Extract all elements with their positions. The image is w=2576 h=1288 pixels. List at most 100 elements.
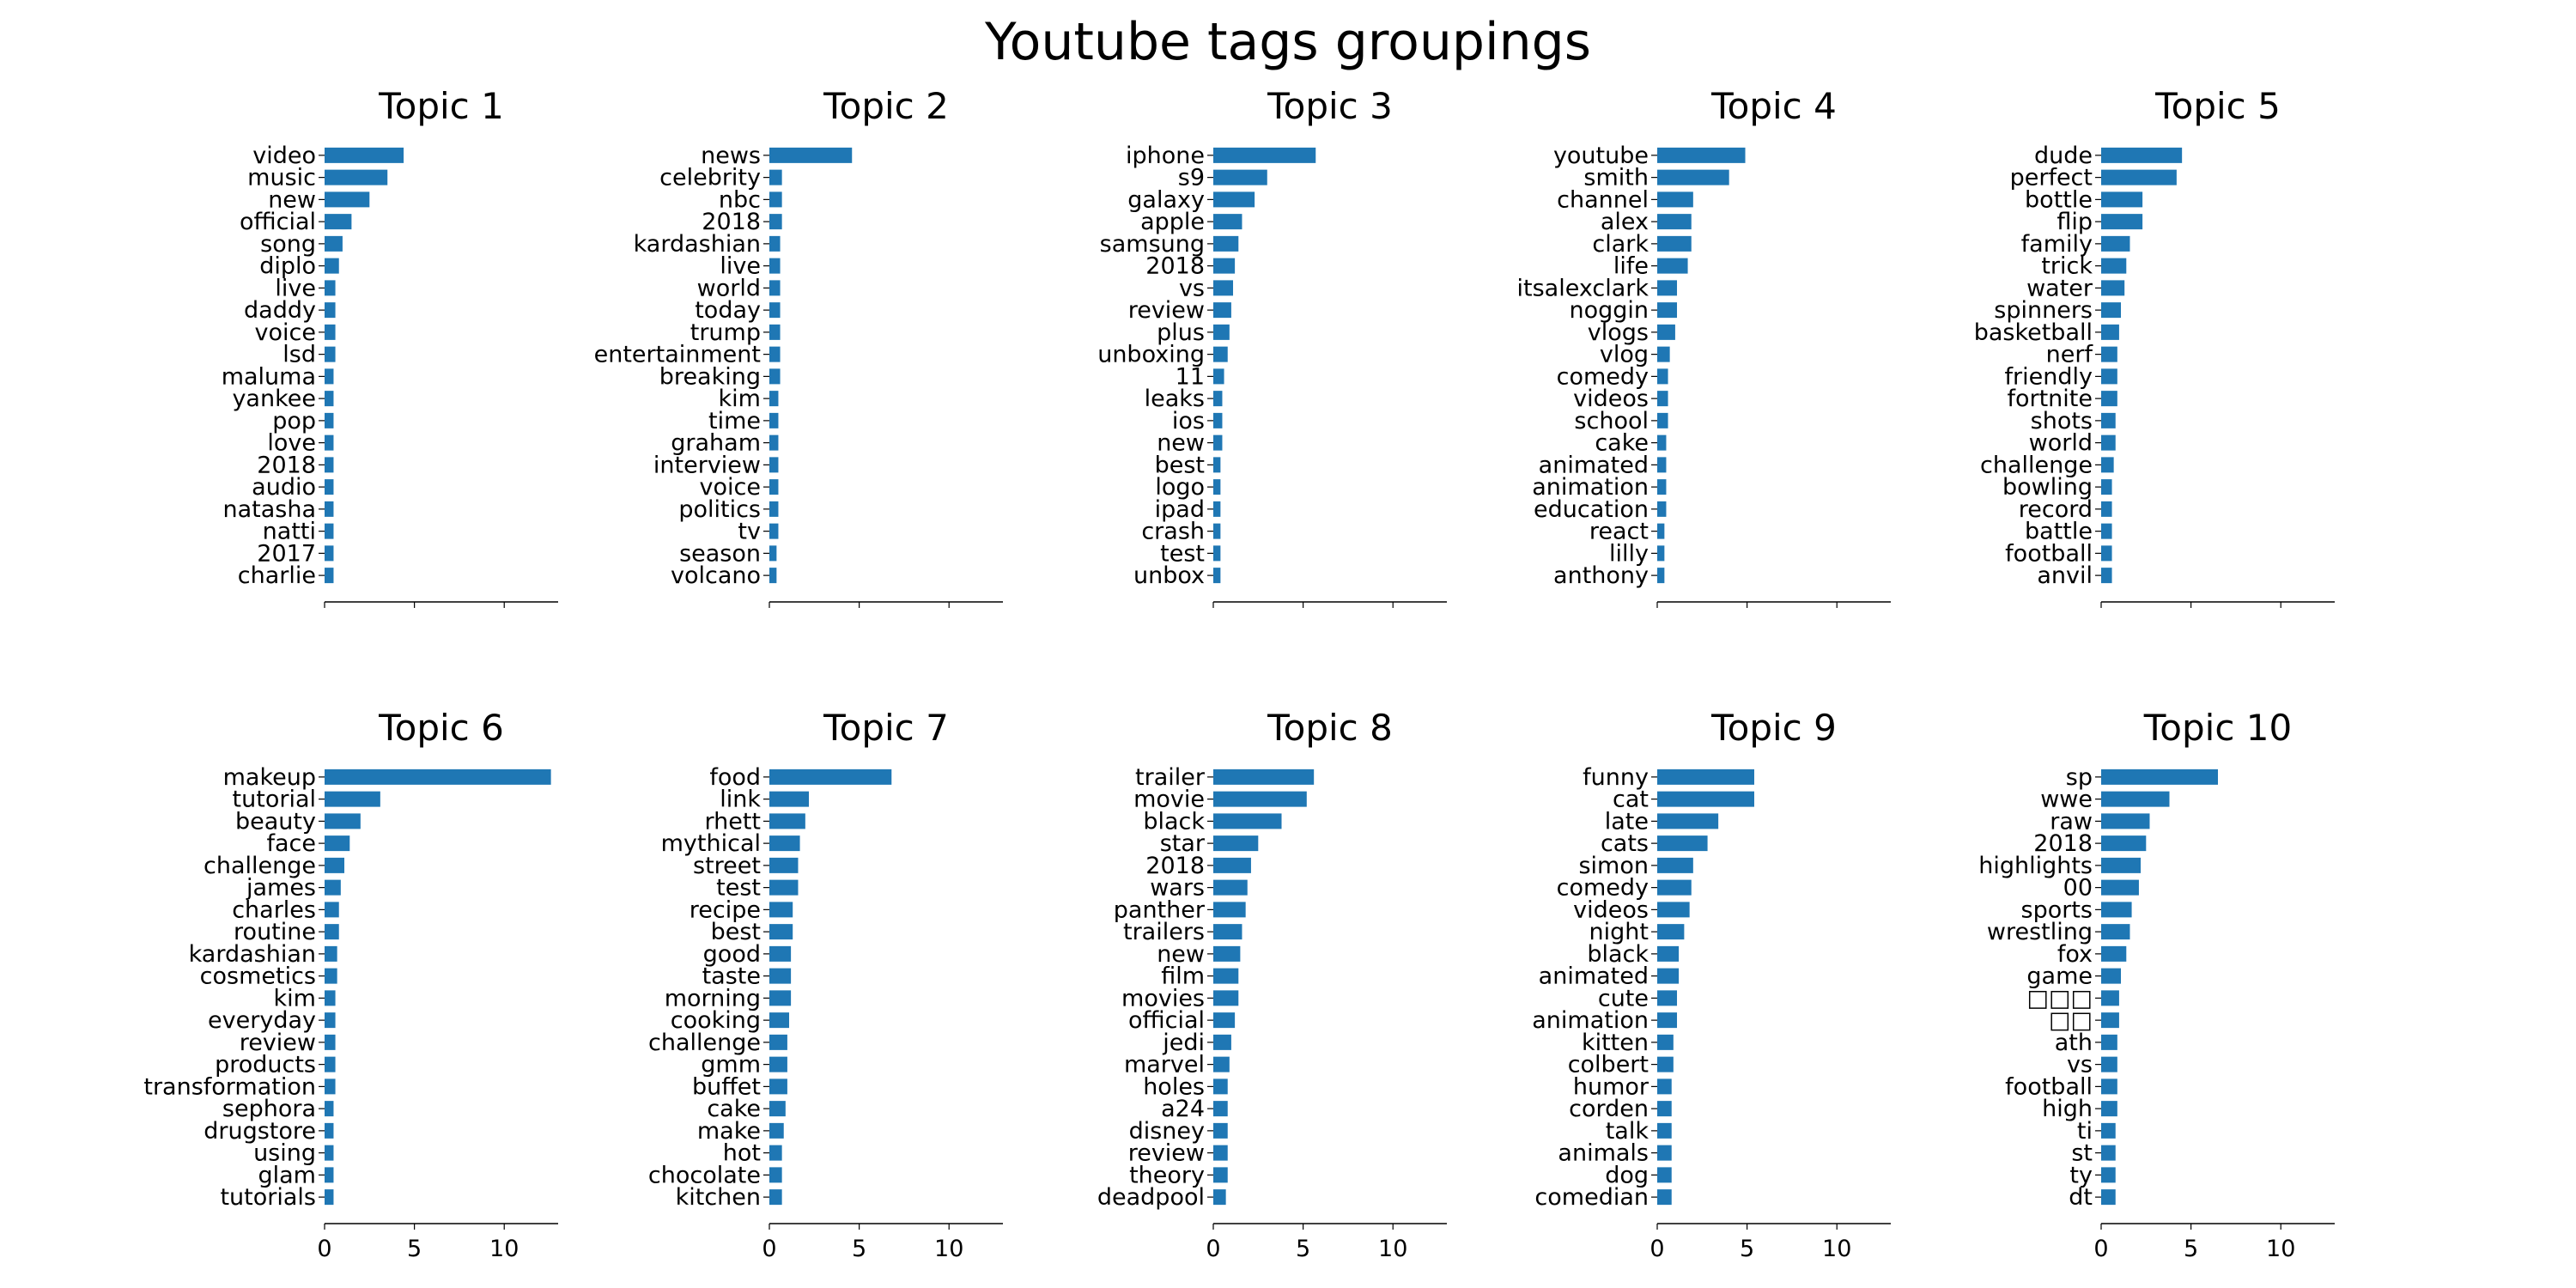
bar xyxy=(769,258,781,274)
category-label: face xyxy=(266,830,316,857)
category-label: simon xyxy=(1578,853,1649,879)
bar xyxy=(325,434,334,451)
bar xyxy=(1213,1012,1236,1029)
category-label: comedy xyxy=(1557,875,1649,902)
category-label: alex xyxy=(1601,209,1649,235)
bar xyxy=(769,434,779,451)
category-label: school xyxy=(1574,408,1649,434)
bar xyxy=(1213,1167,1228,1183)
category-label: □□□ xyxy=(2026,985,2093,1012)
category-label: kitten xyxy=(1582,1030,1649,1056)
bar xyxy=(2101,902,2132,918)
category-label: pop xyxy=(272,408,316,434)
category-label: morning xyxy=(665,985,761,1012)
category-label: celebrity xyxy=(659,165,761,191)
bar xyxy=(1657,545,1665,562)
bar xyxy=(769,191,782,208)
category-label: friendly xyxy=(2005,363,2093,390)
category-label: 2018 xyxy=(1145,853,1205,879)
bar xyxy=(2101,879,2139,896)
category-label: 2018 xyxy=(257,452,316,478)
x-tick-label: 5 xyxy=(407,1236,422,1262)
subplot-topic-7: Topic 7 foodlinkrhettmythicalstreettestre… xyxy=(648,707,1003,1262)
bar xyxy=(769,813,805,829)
category-label: noggin xyxy=(1569,297,1649,324)
x-tick-label: 0 xyxy=(2093,1236,2108,1262)
category-label: nbc xyxy=(719,186,761,213)
bar xyxy=(2101,280,2125,296)
x-tick-label: 0 xyxy=(762,1236,776,1262)
category-label: 2018 xyxy=(1145,253,1205,280)
subplot-topic-2: Topic 2 newscelebritynbc2018kardashianliv… xyxy=(594,85,1003,608)
subplot-topic-10: Topic 10 spwweraw2018highlights00sportswr… xyxy=(1978,707,2335,1262)
subplot-topic-8: Topic 8 trailermovieblackstar2018warspant… xyxy=(1097,707,1447,1262)
bar xyxy=(1213,191,1255,208)
category-label: cake xyxy=(1595,430,1649,457)
category-label: make xyxy=(697,1118,761,1145)
bar xyxy=(2101,169,2177,185)
bar xyxy=(1657,1145,1672,1161)
category-label: flip xyxy=(2057,209,2093,235)
bar xyxy=(325,835,350,852)
category-label: entertainment xyxy=(594,342,761,368)
bar xyxy=(1657,302,1678,319)
bar xyxy=(1657,523,1665,539)
category-label: animals xyxy=(1558,1140,1649,1167)
bar xyxy=(769,235,781,252)
category-label: dog xyxy=(1605,1162,1649,1188)
bar xyxy=(769,857,799,873)
bar xyxy=(1657,1189,1672,1206)
bar xyxy=(2101,368,2117,385)
category-label: maluma xyxy=(222,363,316,390)
category-label: routine xyxy=(234,919,316,945)
category-label: trailers xyxy=(1123,919,1205,945)
bar xyxy=(2101,434,2116,451)
category-label: politics xyxy=(678,496,761,523)
category-label: clark xyxy=(1592,231,1649,258)
bar xyxy=(1657,214,1692,230)
category-label: review xyxy=(1128,1140,1205,1167)
bar xyxy=(325,1167,334,1183)
bar xyxy=(2101,214,2143,230)
category-label: today xyxy=(695,297,761,324)
x-tick-label: 0 xyxy=(1206,1236,1220,1262)
category-label: panther xyxy=(1114,896,1206,923)
category-label: deadpool xyxy=(1097,1184,1205,1211)
bar xyxy=(1213,769,1315,785)
bar xyxy=(1213,457,1221,473)
bar xyxy=(2101,857,2142,873)
category-label: comedy xyxy=(1557,363,1649,390)
bar xyxy=(769,1189,782,1206)
bar xyxy=(2101,769,2218,785)
category-label: graham xyxy=(671,430,761,457)
category-label: movie xyxy=(1133,787,1205,813)
category-label: galaxy xyxy=(1127,186,1205,213)
bar xyxy=(1213,1056,1230,1072)
bar xyxy=(2101,302,2122,319)
bar xyxy=(325,368,334,385)
figure-title: Youtube tags groupings xyxy=(984,12,1592,72)
bar xyxy=(2101,1034,2117,1050)
category-label: beauty xyxy=(235,808,316,835)
category-label: daddy xyxy=(244,297,316,324)
category-label: mythical xyxy=(661,830,761,857)
category-label: animation xyxy=(1532,1007,1649,1034)
bar xyxy=(1213,147,1316,163)
bar xyxy=(1657,857,1693,873)
category-label: itsalexclark xyxy=(1517,275,1649,301)
category-label: kardashian xyxy=(634,231,761,258)
category-label: wars xyxy=(1150,875,1205,902)
bar xyxy=(1213,523,1221,539)
category-label: shots xyxy=(2031,408,2093,434)
category-label: test xyxy=(1160,540,1205,567)
subplot-title: Topic 1 xyxy=(378,85,504,127)
category-label: live xyxy=(720,253,761,280)
bar xyxy=(769,391,779,407)
category-label: cake xyxy=(707,1096,761,1122)
subplot-title: Topic 6 xyxy=(378,707,504,749)
bar xyxy=(1213,324,1230,340)
category-label: buffet xyxy=(692,1073,761,1100)
bar xyxy=(1657,457,1667,473)
category-label: life xyxy=(1613,253,1649,280)
bar xyxy=(325,280,336,296)
